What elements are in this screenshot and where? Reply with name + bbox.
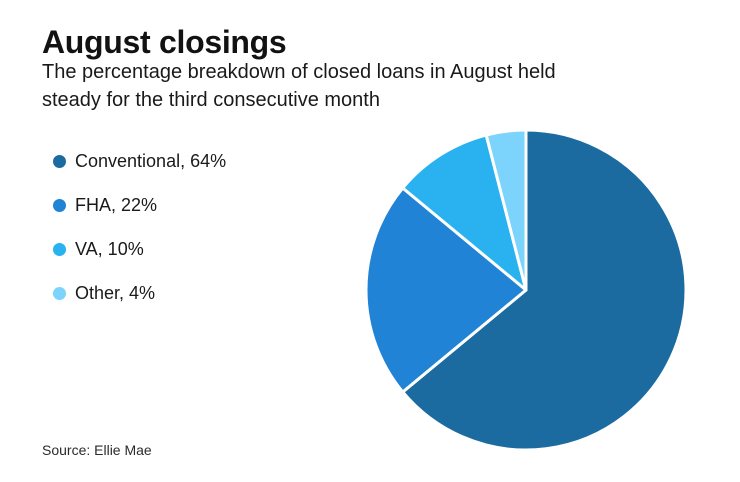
source-attribution: Source: Ellie Mae <box>42 442 152 458</box>
legend-item: FHA, 22% <box>53 191 226 219</box>
chart-subtitle-line2: steady for the third consecutive month <box>42 89 380 111</box>
chart-title: August closings <box>42 24 287 60</box>
legend-item: Conventional, 64% <box>53 147 226 175</box>
legend-label: FHA, 22% <box>75 194 158 215</box>
legend-label: Other, 4% <box>75 282 156 303</box>
pie-chart <box>364 128 688 452</box>
legend-swatch-icon <box>53 242 66 256</box>
chart-subtitle: The percentage breakdown of closed loans… <box>42 58 556 114</box>
legend-item: Other, 4% <box>53 279 226 307</box>
legend-swatch-icon <box>53 286 66 300</box>
legend-label: Conventional, 64% <box>75 150 227 171</box>
pie-slice-fha <box>364 186 528 394</box>
legend-item: VA, 10% <box>53 235 226 263</box>
legend-label: VA, 10% <box>75 238 144 259</box>
legend-swatch-icon <box>53 198 66 212</box>
chart-legend: Conventional, 64% FHA, 22% VA, 10% Other, 4… <box>53 147 226 323</box>
chart-subtitle-line1: The percentage breakdown of closed loans… <box>42 61 556 83</box>
pie-slice-other <box>484 128 528 292</box>
pie-slice-conventional <box>401 128 688 452</box>
legend-swatch-icon <box>53 154 66 168</box>
